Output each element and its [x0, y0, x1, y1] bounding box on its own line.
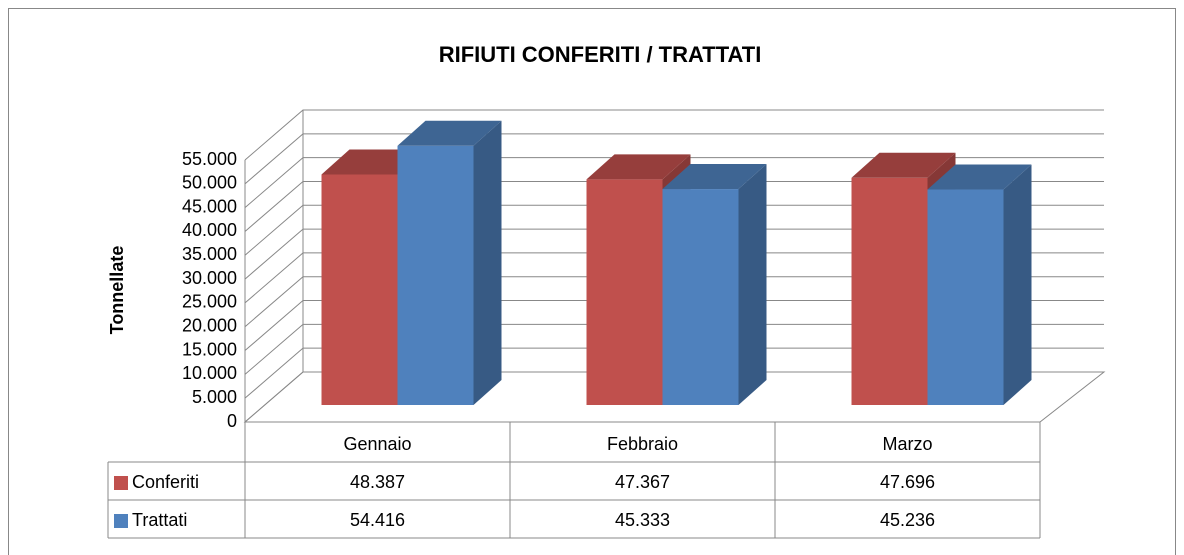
y-tick-label: 5.000	[192, 387, 237, 407]
grid-line	[244, 133, 1104, 185]
bar-front	[321, 174, 398, 405]
y-tick-label: 30.000	[182, 268, 237, 288]
table-value: 47.696	[880, 472, 935, 492]
legend-label: Trattati	[132, 510, 187, 530]
x-tick-label: Febbraio	[607, 434, 678, 454]
table-value: 45.333	[615, 510, 670, 530]
grid-line	[244, 323, 1104, 375]
grid-line	[244, 252, 1104, 304]
table-value: 48.387	[350, 472, 405, 492]
bar-top	[586, 154, 691, 180]
grid-line	[244, 157, 1104, 209]
legend-swatch	[114, 514, 128, 528]
y-tick-label: 35.000	[182, 244, 237, 264]
grid-line	[244, 371, 1104, 423]
grid-line	[244, 347, 1104, 399]
table-value: 47.367	[615, 472, 670, 492]
grid-line	[244, 228, 1104, 280]
grid-line	[244, 180, 1104, 232]
table-value: 54.416	[350, 510, 405, 530]
y-tick-label: 0	[227, 411, 237, 431]
y-tick-label: 20.000	[182, 315, 237, 335]
table-value: 45.236	[880, 510, 935, 530]
bar-top	[851, 152, 956, 178]
x-tick-label: Marzo	[882, 434, 932, 454]
y-tick-label: 45.000	[182, 196, 237, 216]
legend-swatch	[114, 476, 128, 490]
bar-front	[662, 189, 739, 405]
bar-top	[662, 164, 767, 190]
bar-top	[927, 164, 1032, 190]
bar-front	[586, 179, 663, 405]
bar-top	[397, 120, 502, 146]
grid-line	[244, 204, 1104, 256]
y-tick-label: 15.000	[182, 339, 237, 359]
y-tick-label: 10.000	[182, 363, 237, 383]
grid-line	[244, 109, 1104, 161]
y-tick-label: 40.000	[182, 220, 237, 240]
x-tick-label: Gennaio	[343, 434, 411, 454]
bar-front	[397, 145, 474, 405]
grid-line	[244, 300, 1104, 351]
y-tick-label: 55.000	[182, 149, 237, 169]
legend-label: Conferiti	[132, 472, 199, 492]
bar-front	[851, 177, 928, 405]
bar-side	[738, 164, 767, 405]
bar-side	[473, 120, 502, 405]
grid-line	[244, 276, 1104, 328]
y-tick-label: 50.000	[182, 173, 237, 193]
y-tick-label: 25.000	[182, 292, 237, 312]
bar-front	[927, 189, 1004, 405]
bar-side	[1003, 164, 1032, 405]
chart-title: RIFIUTI CONFERITI / TRATTATI	[439, 42, 762, 67]
y-axis-title: Tonnellate	[107, 246, 127, 335]
